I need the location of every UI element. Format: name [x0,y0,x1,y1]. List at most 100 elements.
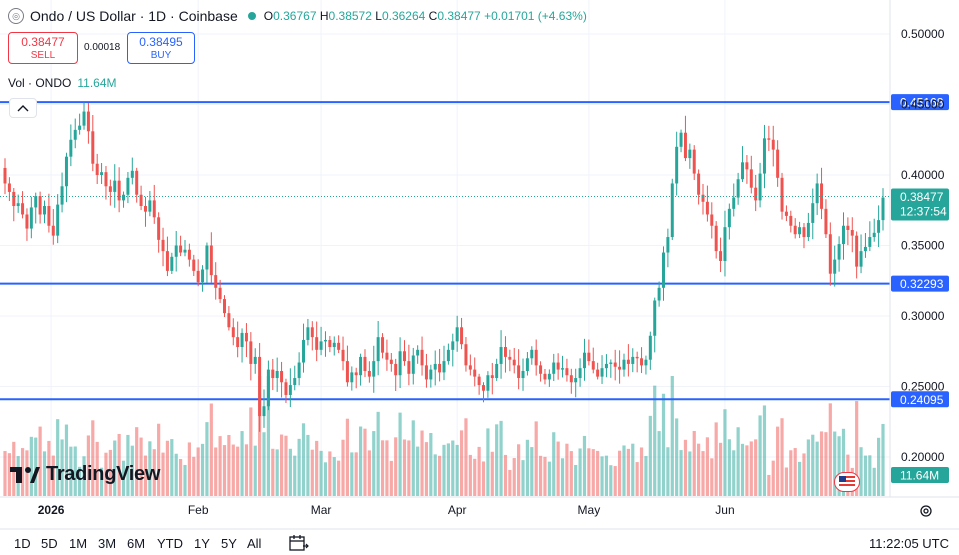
candle-body [402,351,406,362]
candle-body [745,162,749,170]
candle-body [837,244,841,260]
candle-body [227,313,231,328]
candle-body [754,187,758,201]
gear-icon[interactable] [918,503,934,519]
candle-body [12,191,16,207]
candle-body [86,111,90,132]
volume-bar [495,424,499,496]
candle-body [78,125,82,130]
candle-body [183,249,187,253]
candle-body [95,163,99,175]
candle-body [148,200,152,212]
candle-body [569,375,573,383]
price-tick-label: 0.45000 [901,98,945,112]
level-label: 0.24095 [900,393,944,407]
symbol-title[interactable]: Ondo / US Dollar · 1D · Coinbase [30,8,238,24]
candle-body [385,352,389,360]
candle-body [196,270,200,283]
candle-body [784,211,788,216]
time-tick-label: May [578,503,601,517]
candle-body [692,149,696,174]
candle-body [244,332,248,342]
utc-clock[interactable]: 11:22:05 UTC [869,536,949,551]
candle-body [600,368,604,377]
candle-body [420,349,424,366]
candle-body [315,337,319,350]
candle-body [25,214,29,229]
price-axis[interactable]: 0.50000 0.45000 0.40000 0.35000 0.30000 0.250… [889,0,945,497]
candle-body [367,370,371,377]
volume-bar [503,454,508,496]
volume-bar [863,455,868,496]
candle-body [723,227,727,262]
candle-body [341,349,345,362]
volume-bar [538,455,543,496]
tradingview-logo[interactable]: TradingView [10,463,160,486]
candle-body [56,204,60,236]
timeframe-1y[interactable]: 1Y [194,536,210,551]
volume-bar [99,467,104,496]
volume-bar [855,401,859,496]
candle-body [297,362,301,379]
time-tick-label: Mar [311,503,332,517]
horizontal-levels[interactable]: 0.45168 0.32293 0.24095 [0,94,949,408]
last-price-label: 0.38477 [900,190,944,204]
volume-bar [25,450,29,496]
timeframe-1m[interactable]: 1M [69,536,88,551]
collapse-legend-button[interactable] [9,98,37,118]
volume-bar [200,443,205,496]
timeframe-6m[interactable]: 6M [127,536,146,551]
candle-body [319,341,323,350]
candle-body [165,251,169,271]
volume-bar [776,426,780,496]
candle-body [710,214,714,226]
buy-button[interactable]: 0.38495 BUY [127,32,195,64]
candle-body [670,183,674,238]
timeframe-5d[interactable]: 5D [41,536,58,551]
timeframe-all[interactable]: All [247,536,262,551]
volume-bar [95,441,99,496]
us-flag-icon[interactable] [834,472,860,492]
volume-bar [521,460,525,496]
volume-bar [881,423,885,496]
volume-bar [284,435,288,496]
candle-body [280,370,284,383]
candle-body [719,251,723,262]
candle-body [574,378,578,383]
timeframe-ytd[interactable]: YTD [157,536,183,551]
candle-body [613,362,617,367]
timeframe-1d[interactable]: 1D [14,536,31,551]
candle-body [152,200,156,218]
volume-bar [688,451,692,496]
candle-body [525,358,529,371]
volume-bar [231,444,235,496]
timeframe-5y[interactable]: 5Y [221,536,237,551]
sell-button[interactable]: 0.38477 SELL [8,32,78,64]
candle-body [82,111,86,126]
volume-bar [679,450,683,496]
candle-body [130,170,134,178]
volume-bar [789,450,793,496]
calendar-range-icon[interactable] [289,534,309,552]
volume-legend: Vol · ONDO 11.64M [8,76,117,90]
volume-bar [183,464,187,496]
candle-body [486,375,490,391]
time-axis[interactable]: 2026 Feb Mar Apr May Jun [0,496,959,530]
candle-body [108,186,112,192]
volume-bar [459,430,464,496]
volume-bar [69,446,73,496]
volume-legend-label: Vol · ONDO [8,76,72,90]
candle-body [872,232,876,238]
level-label: 0.32293 [900,277,944,291]
volume-bar [841,428,846,496]
candle-body [490,375,494,379]
volume-bar [631,443,635,496]
volume-bar [20,448,25,496]
volume-bar [196,447,200,496]
volume-bar [350,452,354,496]
candle-body [846,225,850,230]
timeframe-3m[interactable]: 3M [98,536,117,551]
flag-icon [839,476,855,488]
volume-bar [301,423,306,496]
